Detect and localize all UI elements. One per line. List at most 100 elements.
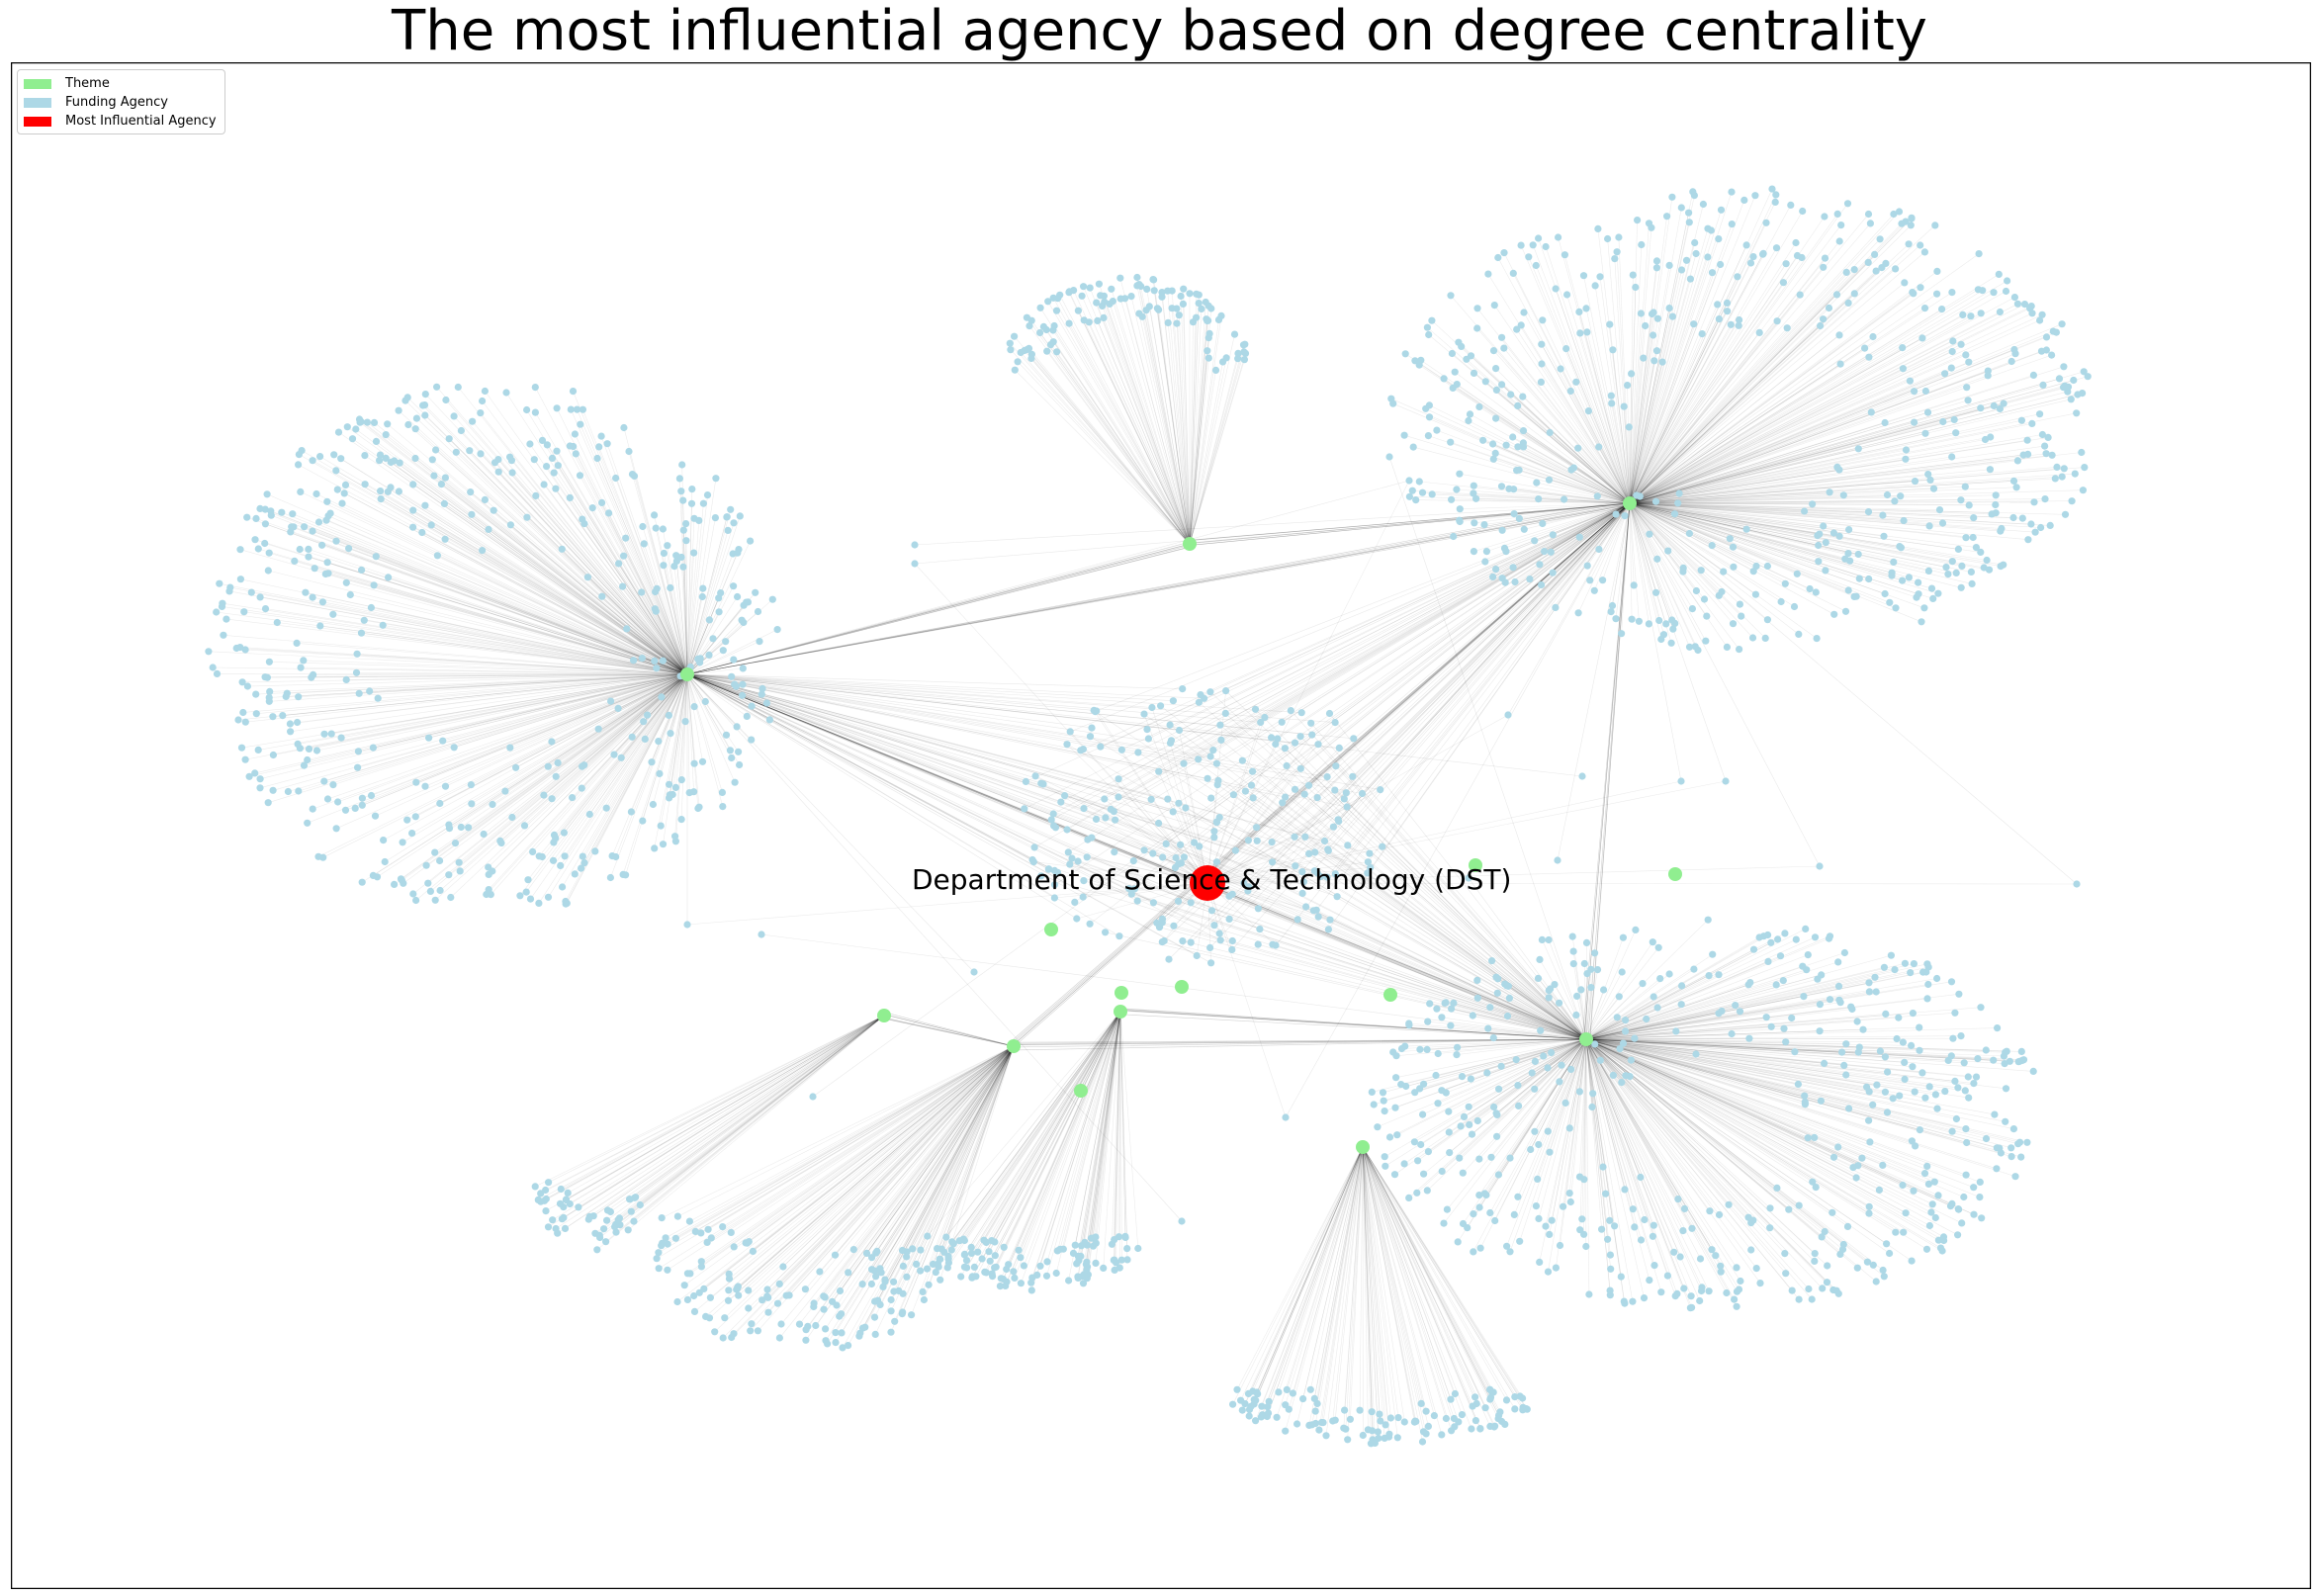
funding-agency-node bbox=[989, 1273, 997, 1281]
edge bbox=[1553, 502, 1631, 536]
edge bbox=[1337, 502, 1631, 821]
edge bbox=[890, 1045, 1015, 1300]
funding-agency-node bbox=[768, 595, 776, 603]
edge bbox=[356, 671, 688, 675]
edge bbox=[1585, 1038, 1958, 1089]
funding-agency-node bbox=[354, 748, 362, 755]
funding-agency-node bbox=[1510, 486, 1518, 493]
funding-agency-node bbox=[1473, 1116, 1481, 1125]
funding-agency-node bbox=[432, 446, 440, 454]
edge bbox=[1585, 1038, 1932, 1213]
funding-agency-node bbox=[549, 856, 558, 864]
funding-agency-node bbox=[747, 537, 755, 545]
funding-agency-node bbox=[1838, 1048, 1846, 1056]
edge bbox=[1585, 1038, 1684, 1231]
edge bbox=[1585, 954, 1892, 1040]
edge bbox=[659, 673, 688, 774]
edge bbox=[571, 408, 688, 675]
funding-agency-node bbox=[658, 1214, 666, 1222]
edge bbox=[1629, 316, 1673, 504]
funding-agency-node bbox=[1727, 320, 1735, 328]
edge bbox=[686, 549, 740, 675]
funding-agency-node bbox=[820, 1305, 828, 1313]
funding-agency-node bbox=[1591, 1040, 1599, 1048]
funding-agency-node bbox=[696, 659, 704, 666]
funding-agency-node bbox=[305, 545, 312, 553]
edge bbox=[1014, 1038, 1587, 1051]
edge bbox=[1293, 1146, 1364, 1394]
edge bbox=[1629, 502, 1819, 562]
edge bbox=[1503, 347, 1631, 504]
funding-agency-node bbox=[1569, 464, 1577, 472]
edge bbox=[912, 1045, 1015, 1250]
edge bbox=[222, 606, 688, 675]
funding-agency-node bbox=[560, 829, 569, 837]
funding-agency-node bbox=[1654, 943, 1662, 951]
edge bbox=[1585, 1038, 1890, 1254]
funding-agency-node bbox=[1643, 1015, 1650, 1023]
edge bbox=[1314, 1146, 1364, 1399]
funding-agency-node bbox=[1405, 1020, 1413, 1027]
funding-agency-node bbox=[578, 864, 585, 872]
edge bbox=[1579, 332, 1631, 504]
funding-agency-node bbox=[754, 1327, 762, 1335]
edge bbox=[1396, 1038, 1587, 1135]
funding-agency-node bbox=[1640, 1294, 1649, 1302]
edge bbox=[640, 1015, 885, 1205]
funding-agency-node bbox=[1657, 1288, 1665, 1296]
funding-agency-node bbox=[1492, 566, 1500, 574]
funding-agency-node bbox=[651, 657, 659, 665]
funding-agency-node bbox=[1092, 815, 1101, 824]
edge bbox=[1060, 502, 1631, 803]
edge bbox=[1097, 320, 1191, 545]
funding-agency-node bbox=[2060, 363, 2068, 371]
edge bbox=[1329, 713, 1587, 1040]
edge bbox=[1086, 1011, 1121, 1263]
edge bbox=[1629, 411, 1872, 504]
edge bbox=[682, 567, 688, 675]
funding-agency-node bbox=[1203, 315, 1210, 323]
funding-agency-node bbox=[1036, 304, 1044, 311]
edge bbox=[951, 1011, 1121, 1251]
funding-agency-node bbox=[1546, 428, 1554, 437]
edge bbox=[1258, 943, 1587, 1040]
funding-agency-node bbox=[1730, 563, 1738, 571]
edge bbox=[290, 531, 688, 675]
edge bbox=[304, 526, 688, 675]
funding-agency-node bbox=[1781, 579, 1789, 587]
funding-agency-node bbox=[1865, 575, 1873, 583]
edge bbox=[1428, 334, 1631, 504]
edge bbox=[1220, 740, 1587, 1040]
edge bbox=[1629, 221, 1907, 504]
funding-agency-node bbox=[1500, 344, 1508, 352]
edge bbox=[1559, 1003, 1587, 1040]
funding-agency-node bbox=[1962, 1171, 1970, 1179]
funding-agency-node bbox=[735, 1291, 743, 1299]
funding-agency-node bbox=[917, 1267, 925, 1275]
funding-agency-node bbox=[1412, 496, 1420, 504]
funding-agency-node bbox=[913, 1260, 921, 1268]
funding-agency-node bbox=[556, 1199, 565, 1207]
edge bbox=[297, 673, 688, 723]
edge bbox=[665, 1045, 1015, 1239]
funding-agency-node bbox=[1177, 292, 1185, 301]
funding-agency-node bbox=[719, 1223, 727, 1231]
funding-agency-node bbox=[433, 383, 441, 391]
funding-agency-node bbox=[673, 1212, 682, 1220]
edge bbox=[1209, 691, 1587, 1040]
edge bbox=[937, 1045, 1015, 1268]
edge bbox=[686, 673, 1211, 757]
funding-agency-node bbox=[1950, 415, 1958, 423]
funding-agency-node bbox=[1816, 1027, 1824, 1035]
edge bbox=[432, 459, 688, 675]
edge bbox=[1629, 356, 1870, 504]
funding-agency-node bbox=[957, 1273, 965, 1281]
edge bbox=[1629, 421, 1943, 504]
funding-agency-node bbox=[489, 800, 496, 809]
edge bbox=[1585, 1038, 1907, 1213]
edge bbox=[1362, 1146, 1507, 1401]
edge bbox=[439, 673, 688, 861]
edge bbox=[1362, 1146, 1398, 1438]
funding-agency-node bbox=[1624, 382, 1632, 390]
edge bbox=[223, 635, 688, 675]
